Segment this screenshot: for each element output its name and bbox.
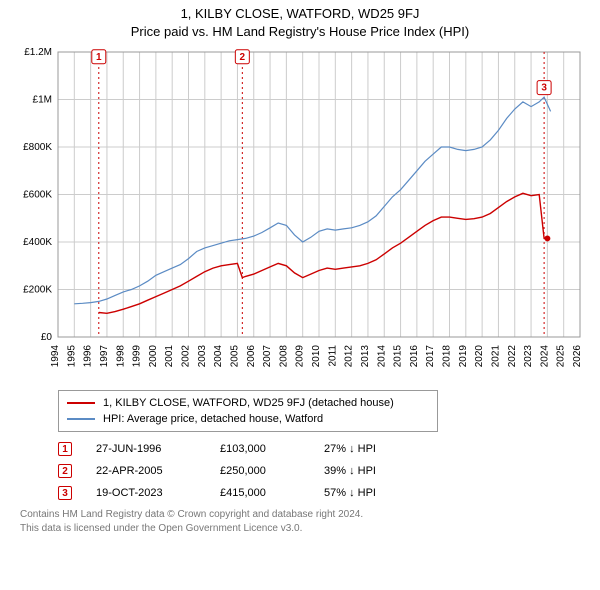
sale-marker: 2 bbox=[58, 464, 72, 478]
svg-text:1997: 1997 bbox=[99, 345, 110, 368]
sale-pct: 57% ↓ HPI bbox=[324, 487, 414, 499]
svg-text:1: 1 bbox=[96, 52, 102, 63]
page-title: 1, KILBY CLOSE, WATFORD, WD25 9FJ bbox=[10, 6, 590, 21]
svg-text:2025: 2025 bbox=[556, 345, 567, 368]
svg-text:2019: 2019 bbox=[458, 345, 469, 368]
svg-text:1996: 1996 bbox=[83, 345, 94, 368]
price-chart: £0 £200K £400K £600K £800K £1M £1.2M 1994 1995 19… bbox=[10, 47, 590, 377]
sale-date: 19-OCT-2023 bbox=[96, 487, 196, 499]
svg-text:£0: £0 bbox=[41, 332, 53, 343]
svg-text:£800K: £800K bbox=[23, 142, 52, 153]
legend-row: 1, KILBY CLOSE, WATFORD, WD25 9FJ (detac… bbox=[67, 395, 429, 411]
sale-price: £103,000 bbox=[220, 443, 300, 455]
svg-text:2026: 2026 bbox=[572, 345, 583, 368]
legend-label: 1, KILBY CLOSE, WATFORD, WD25 9FJ (detac… bbox=[103, 395, 394, 411]
svg-text:2006: 2006 bbox=[246, 345, 257, 368]
sale-marker: 1 bbox=[58, 442, 72, 456]
svg-text:2004: 2004 bbox=[213, 345, 224, 368]
svg-text:1995: 1995 bbox=[66, 345, 77, 368]
sale-pct: 39% ↓ HPI bbox=[324, 465, 414, 477]
legend-swatch bbox=[67, 402, 95, 404]
svg-text:2024: 2024 bbox=[539, 345, 550, 368]
svg-text:2000: 2000 bbox=[148, 345, 159, 368]
svg-text:£1M: £1M bbox=[33, 95, 52, 106]
svg-text:£200K: £200K bbox=[23, 285, 52, 296]
legend-swatch bbox=[67, 418, 95, 420]
sale-date: 27-JUN-1996 bbox=[96, 443, 196, 455]
svg-text:2011: 2011 bbox=[327, 345, 338, 367]
svg-text:2012: 2012 bbox=[344, 345, 355, 368]
svg-text:2001: 2001 bbox=[164, 345, 175, 368]
svg-text:2016: 2016 bbox=[409, 345, 420, 368]
svg-text:2010: 2010 bbox=[311, 345, 322, 368]
footer-line-1: Contains HM Land Registry data © Crown c… bbox=[20, 508, 590, 522]
svg-text:2018: 2018 bbox=[442, 345, 453, 368]
svg-text:2022: 2022 bbox=[507, 345, 518, 368]
page-subtitle: Price paid vs. HM Land Registry's House … bbox=[10, 24, 590, 39]
sale-row: 3 19-OCT-2023 £415,000 57% ↓ HPI bbox=[58, 486, 590, 500]
sale-row: 2 22-APR-2005 £250,000 39% ↓ HPI bbox=[58, 464, 590, 478]
svg-text:1999: 1999 bbox=[132, 345, 143, 368]
svg-text:2008: 2008 bbox=[278, 345, 289, 368]
sales-table: 1 27-JUN-1996 £103,000 27% ↓ HPI 2 22-APR-200… bbox=[58, 442, 590, 500]
legend-row: HPI: Average price, detached house, Watf… bbox=[67, 411, 429, 427]
footer: Contains HM Land Registry data © Crown c… bbox=[20, 508, 590, 536]
svg-text:3: 3 bbox=[541, 83, 547, 94]
svg-text:£400K: £400K bbox=[23, 237, 52, 248]
svg-text:2015: 2015 bbox=[393, 345, 404, 368]
sale-pct: 27% ↓ HPI bbox=[324, 443, 414, 455]
svg-text:2021: 2021 bbox=[490, 345, 501, 368]
svg-text:1998: 1998 bbox=[115, 345, 126, 368]
svg-text:2020: 2020 bbox=[474, 345, 485, 368]
sale-price: £250,000 bbox=[220, 465, 300, 477]
legend: 1, KILBY CLOSE, WATFORD, WD25 9FJ (detac… bbox=[58, 390, 438, 432]
svg-text:£1.2M: £1.2M bbox=[24, 47, 52, 58]
svg-text:2005: 2005 bbox=[229, 345, 240, 368]
svg-text:2009: 2009 bbox=[295, 345, 306, 368]
svg-text:2013: 2013 bbox=[360, 345, 371, 368]
svg-text:2003: 2003 bbox=[197, 345, 208, 368]
svg-text:1994: 1994 bbox=[50, 345, 61, 368]
svg-text:2: 2 bbox=[240, 52, 246, 63]
svg-text:2023: 2023 bbox=[523, 345, 534, 368]
svg-text:2017: 2017 bbox=[425, 345, 436, 368]
chart-container: 1, KILBY CLOSE, WATFORD, WD25 9FJ Price … bbox=[0, 0, 600, 590]
footer-line-2: This data is licensed under the Open Gov… bbox=[20, 522, 590, 536]
svg-text:£600K: £600K bbox=[23, 190, 52, 201]
sale-price: £415,000 bbox=[220, 487, 300, 499]
legend-label: HPI: Average price, detached house, Watf… bbox=[103, 411, 323, 427]
svg-text:2007: 2007 bbox=[262, 345, 273, 368]
sale-row: 1 27-JUN-1996 £103,000 27% ↓ HPI bbox=[58, 442, 590, 456]
chart-area: £0 £200K £400K £600K £800K £1M £1.2M 1994 1995 19… bbox=[10, 47, 590, 382]
svg-text:2014: 2014 bbox=[376, 345, 387, 368]
sale-marker: 3 bbox=[58, 486, 72, 500]
sale-date: 22-APR-2005 bbox=[96, 465, 196, 477]
svg-text:2002: 2002 bbox=[181, 345, 192, 368]
